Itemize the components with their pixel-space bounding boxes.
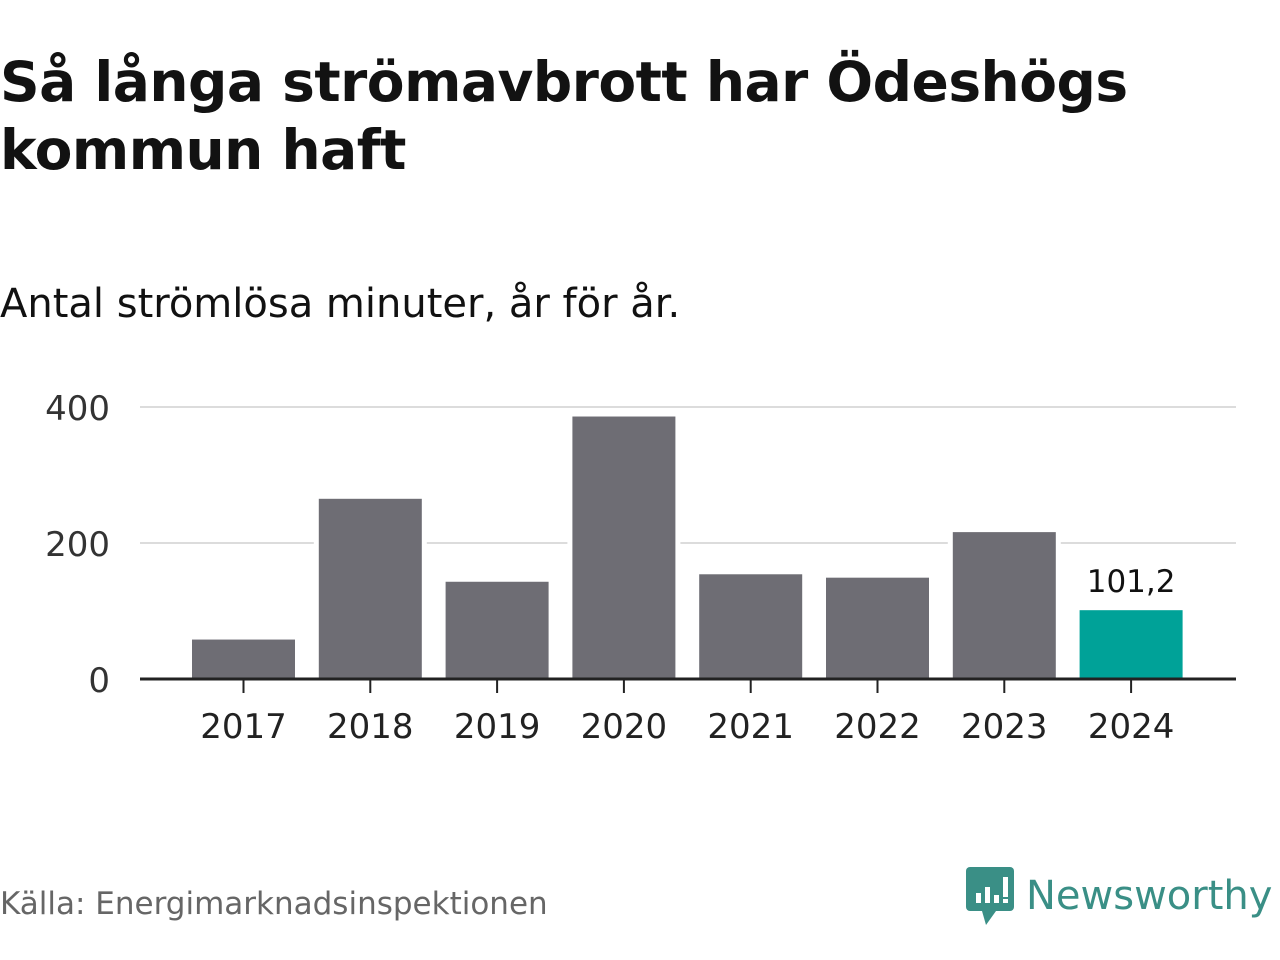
y-tick-label: 0 — [88, 661, 110, 701]
chart-title: Så långa strömavbrott har Ödeshögs kommu… — [0, 50, 1128, 182]
x-tick-label: 2018 — [327, 707, 414, 747]
x-tick-label: 2023 — [961, 707, 1048, 747]
y-tick-label: 400 — [45, 389, 110, 429]
bar-2020 — [572, 416, 676, 679]
y-tick-label: 200 — [45, 525, 110, 565]
bar-2022 — [826, 577, 929, 679]
x-tick-label: 2021 — [707, 707, 794, 747]
chart-subtitle: Antal strömlösa minuter, år för år. — [0, 281, 681, 327]
x-tick-label: 2019 — [454, 707, 541, 747]
newsworthy-logo-icon — [966, 867, 1014, 925]
newsworthy-logo: Newsworthy — [964, 864, 1272, 928]
bar-2019 — [445, 581, 549, 679]
x-tick-label: 2024 — [1088, 707, 1175, 747]
x-tick-label: 2017 — [200, 707, 287, 747]
bar-2024 — [1079, 610, 1183, 679]
data-label: 101,2 — [1087, 564, 1176, 600]
x-tick-label: 2020 — [581, 707, 668, 747]
bar-chart: 0 200 400 101,2 2017 2018 2019 2020 2021 2022 2023… — [45, 389, 1236, 747]
newsworthy-logo-text: Newsworthy — [1026, 873, 1273, 919]
bar-2018 — [318, 498, 422, 679]
bar-2021 — [699, 574, 803, 679]
x-tick-label: 2022 — [834, 707, 921, 747]
source-note: Källa: Energimarknadsinspektionen — [0, 886, 548, 922]
bar-2017 — [192, 639, 295, 679]
bar-2023 — [952, 532, 1056, 679]
